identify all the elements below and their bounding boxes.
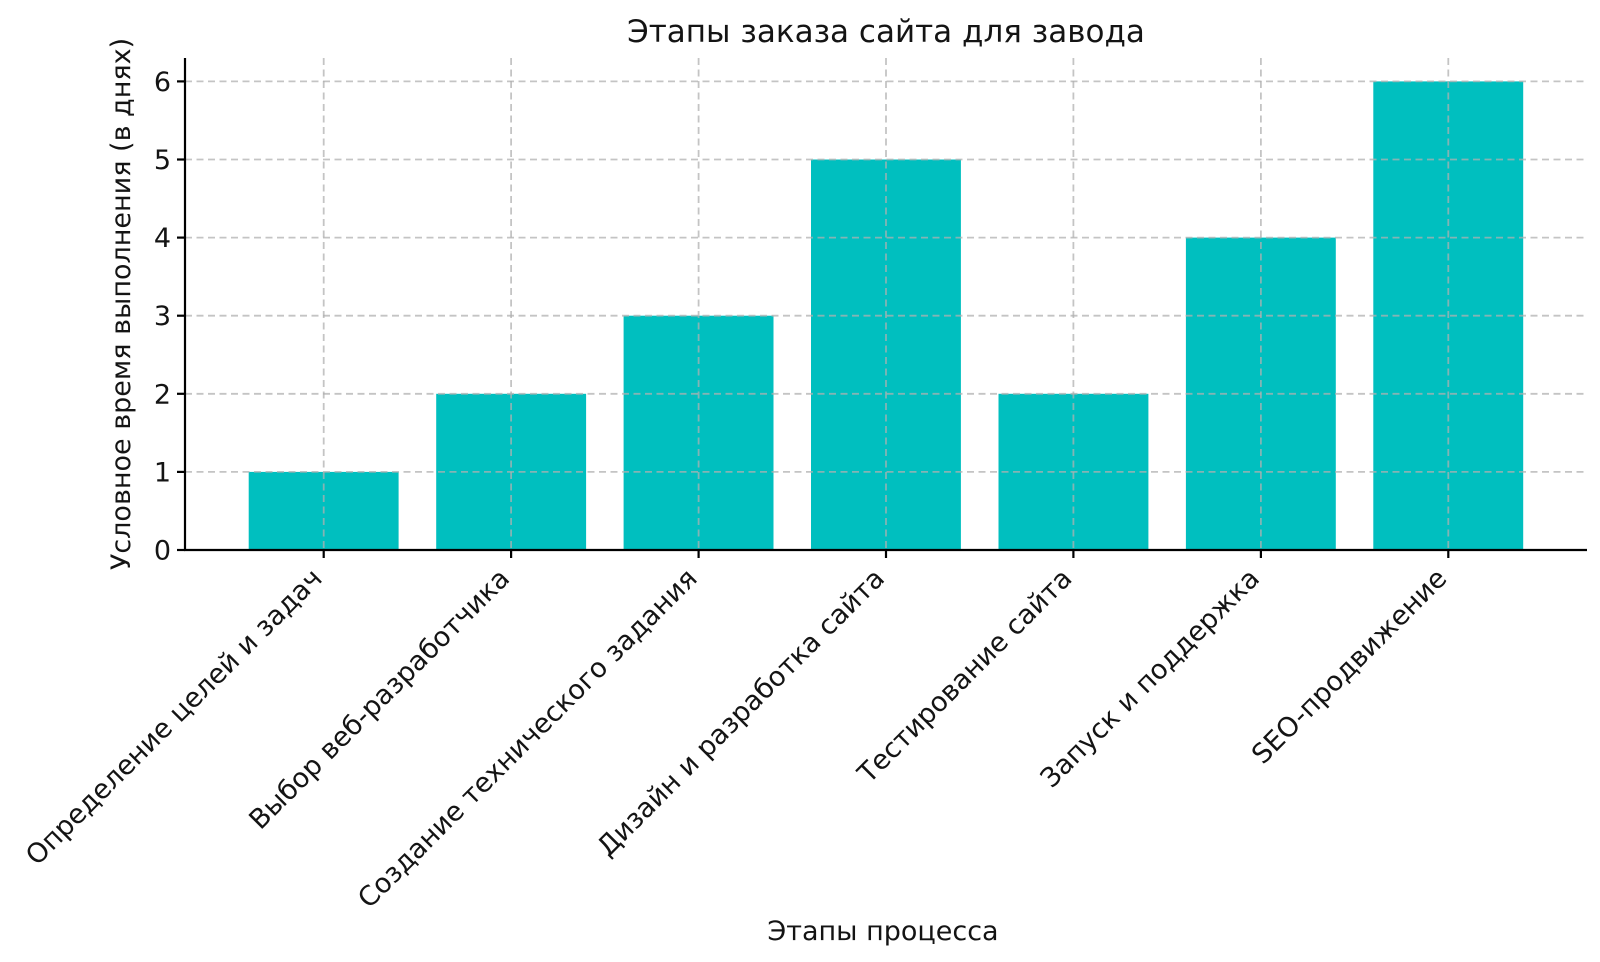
- x-tick-label: Создание технического задания: [352, 563, 703, 914]
- y-tick-label: 5: [154, 145, 171, 176]
- x-tick-label: Запуск и поддержка: [1035, 563, 1266, 794]
- y-axis-label: Условное время выполнения (в днях): [106, 38, 137, 570]
- y-tick-label: 3: [154, 301, 171, 332]
- y-tick-label: 0: [154, 535, 171, 566]
- y-tick-label: 4: [154, 223, 171, 254]
- x-tick-label: SEO-продвижение: [1246, 563, 1453, 770]
- x-tick-label: Тестирование сайта: [851, 563, 1078, 790]
- x-tick-label: Определение целей и задач: [20, 563, 329, 872]
- y-tick-label: 1: [154, 457, 171, 488]
- bar: [811, 159, 961, 550]
- x-axis-label: Этапы процесса: [767, 916, 998, 947]
- y-tick-label: 2: [154, 379, 171, 410]
- chart-title: Этапы заказа сайта для завода: [627, 14, 1145, 50]
- y-tick-label: 6: [154, 67, 171, 98]
- gridlines-group: [185, 58, 1587, 550]
